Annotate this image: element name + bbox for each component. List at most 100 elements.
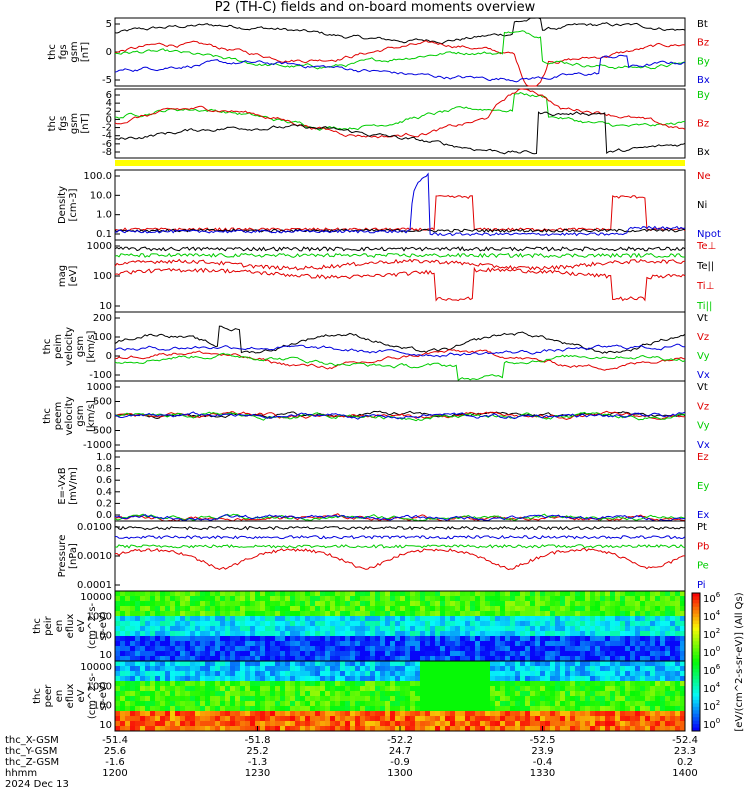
y-axis-label: fgs — [58, 44, 69, 59]
heatmap-cell — [390, 706, 396, 712]
heatmap-cell — [220, 686, 226, 692]
heatmap-cell — [375, 656, 381, 662]
colorbar-tick-label: 106 — [703, 663, 721, 677]
heatmap-cell — [280, 641, 286, 647]
heatmap-cell — [600, 626, 606, 632]
heatmap-cell — [370, 611, 376, 617]
heatmap-cell — [140, 666, 146, 672]
heatmap-cell — [550, 696, 556, 702]
heatmap-cell — [410, 621, 416, 627]
heatmap-cell — [290, 591, 296, 597]
heatmap-cell — [680, 701, 686, 707]
heatmap-cell — [600, 631, 606, 637]
heatmap-cell — [545, 721, 551, 727]
heatmap-cell — [270, 626, 276, 632]
heatmap-cell — [530, 636, 536, 642]
heatmap-cell — [655, 676, 661, 682]
heatmap-cell — [480, 601, 486, 607]
heatmap-cell — [445, 716, 451, 722]
heatmap-cell — [525, 646, 531, 652]
heatmap-cell — [450, 696, 456, 702]
legend-entry: Vy — [697, 351, 710, 362]
heatmap-cell — [220, 711, 226, 717]
heatmap-cell — [560, 651, 566, 657]
heatmap-cell — [160, 711, 166, 717]
heatmap-cell — [205, 666, 211, 672]
heatmap-cell — [305, 686, 311, 692]
heatmap-cell — [370, 711, 376, 717]
heatmap-cell — [450, 666, 456, 672]
heatmap-cell — [235, 626, 241, 632]
heatmap-cell — [235, 611, 241, 617]
heatmap-cell — [150, 621, 156, 627]
heatmap-cell — [380, 646, 386, 652]
heatmap-cell — [580, 596, 586, 602]
heatmap-cell — [620, 636, 626, 642]
heatmap-cell — [210, 616, 216, 622]
heatmap-cell — [315, 676, 321, 682]
heatmap-cell — [405, 651, 411, 657]
heatmap-cell — [135, 721, 141, 727]
heatmap-cell — [485, 651, 491, 657]
heatmap-cell — [320, 726, 326, 732]
heatmap-cell — [360, 596, 366, 602]
heatmap-cell — [570, 661, 576, 667]
heatmap-cell — [340, 606, 346, 612]
heatmap-cell — [200, 691, 206, 697]
heatmap-cell — [495, 651, 501, 657]
heatmap-cell — [540, 596, 546, 602]
y-tick-label: 5 — [106, 19, 112, 30]
heatmap-cell — [450, 606, 456, 612]
heatmap-cell — [495, 711, 501, 717]
heatmap-cell — [515, 716, 521, 722]
heatmap-cell — [460, 596, 466, 602]
heatmap-cell — [475, 711, 481, 717]
heatmap-cell — [615, 661, 621, 667]
heatmap-cell — [350, 631, 356, 637]
heatmap-cell — [375, 686, 381, 692]
heatmap-cell — [560, 611, 566, 617]
heatmap-cell — [500, 671, 506, 677]
heatmap-cell — [545, 711, 551, 717]
heatmap-cell — [510, 626, 516, 632]
heatmap-cell — [175, 646, 181, 652]
heatmap-cell — [630, 631, 636, 637]
heatmap-cell — [460, 606, 466, 612]
heatmap-cell — [295, 636, 301, 642]
heatmap-cell — [160, 701, 166, 707]
heatmap-cell — [355, 596, 361, 602]
heatmap-cell — [115, 601, 121, 607]
heatmap-cell — [350, 616, 356, 622]
heatmap-cell — [575, 696, 581, 702]
heatmap-cell — [385, 651, 391, 657]
heatmap-cell — [400, 621, 406, 627]
heatmap-cell — [400, 666, 406, 672]
heatmap-cell — [545, 636, 551, 642]
heatmap-cell — [585, 681, 591, 687]
heatmap-cell — [340, 591, 346, 597]
heatmap-cell — [125, 596, 131, 602]
heatmap-cell — [165, 641, 171, 647]
heatmap-cell — [135, 596, 141, 602]
heatmap-cell — [180, 636, 186, 642]
heatmap-cell — [520, 666, 526, 672]
heatmap-cell — [605, 651, 611, 657]
heatmap-cell — [605, 611, 611, 617]
heatmap-cell — [490, 696, 496, 702]
series-line — [114, 172, 686, 237]
y-tick-label: 0.8 — [96, 464, 112, 475]
heatmap-cell — [385, 716, 391, 722]
heatmap-cell — [465, 716, 471, 722]
heatmap-cell — [390, 596, 396, 602]
heatmap-cell — [630, 656, 636, 662]
heatmap-cell — [205, 711, 211, 717]
panel-frame — [114, 520, 686, 592]
heatmap-cell — [130, 716, 136, 722]
heatmap-cell — [140, 636, 146, 642]
heatmap-cell — [625, 706, 631, 712]
heatmap-cell — [445, 651, 451, 657]
heatmap-cell — [255, 596, 261, 602]
heatmap-cell — [375, 711, 381, 717]
heatmap-cell — [210, 596, 216, 602]
heatmap-cell — [220, 646, 226, 652]
